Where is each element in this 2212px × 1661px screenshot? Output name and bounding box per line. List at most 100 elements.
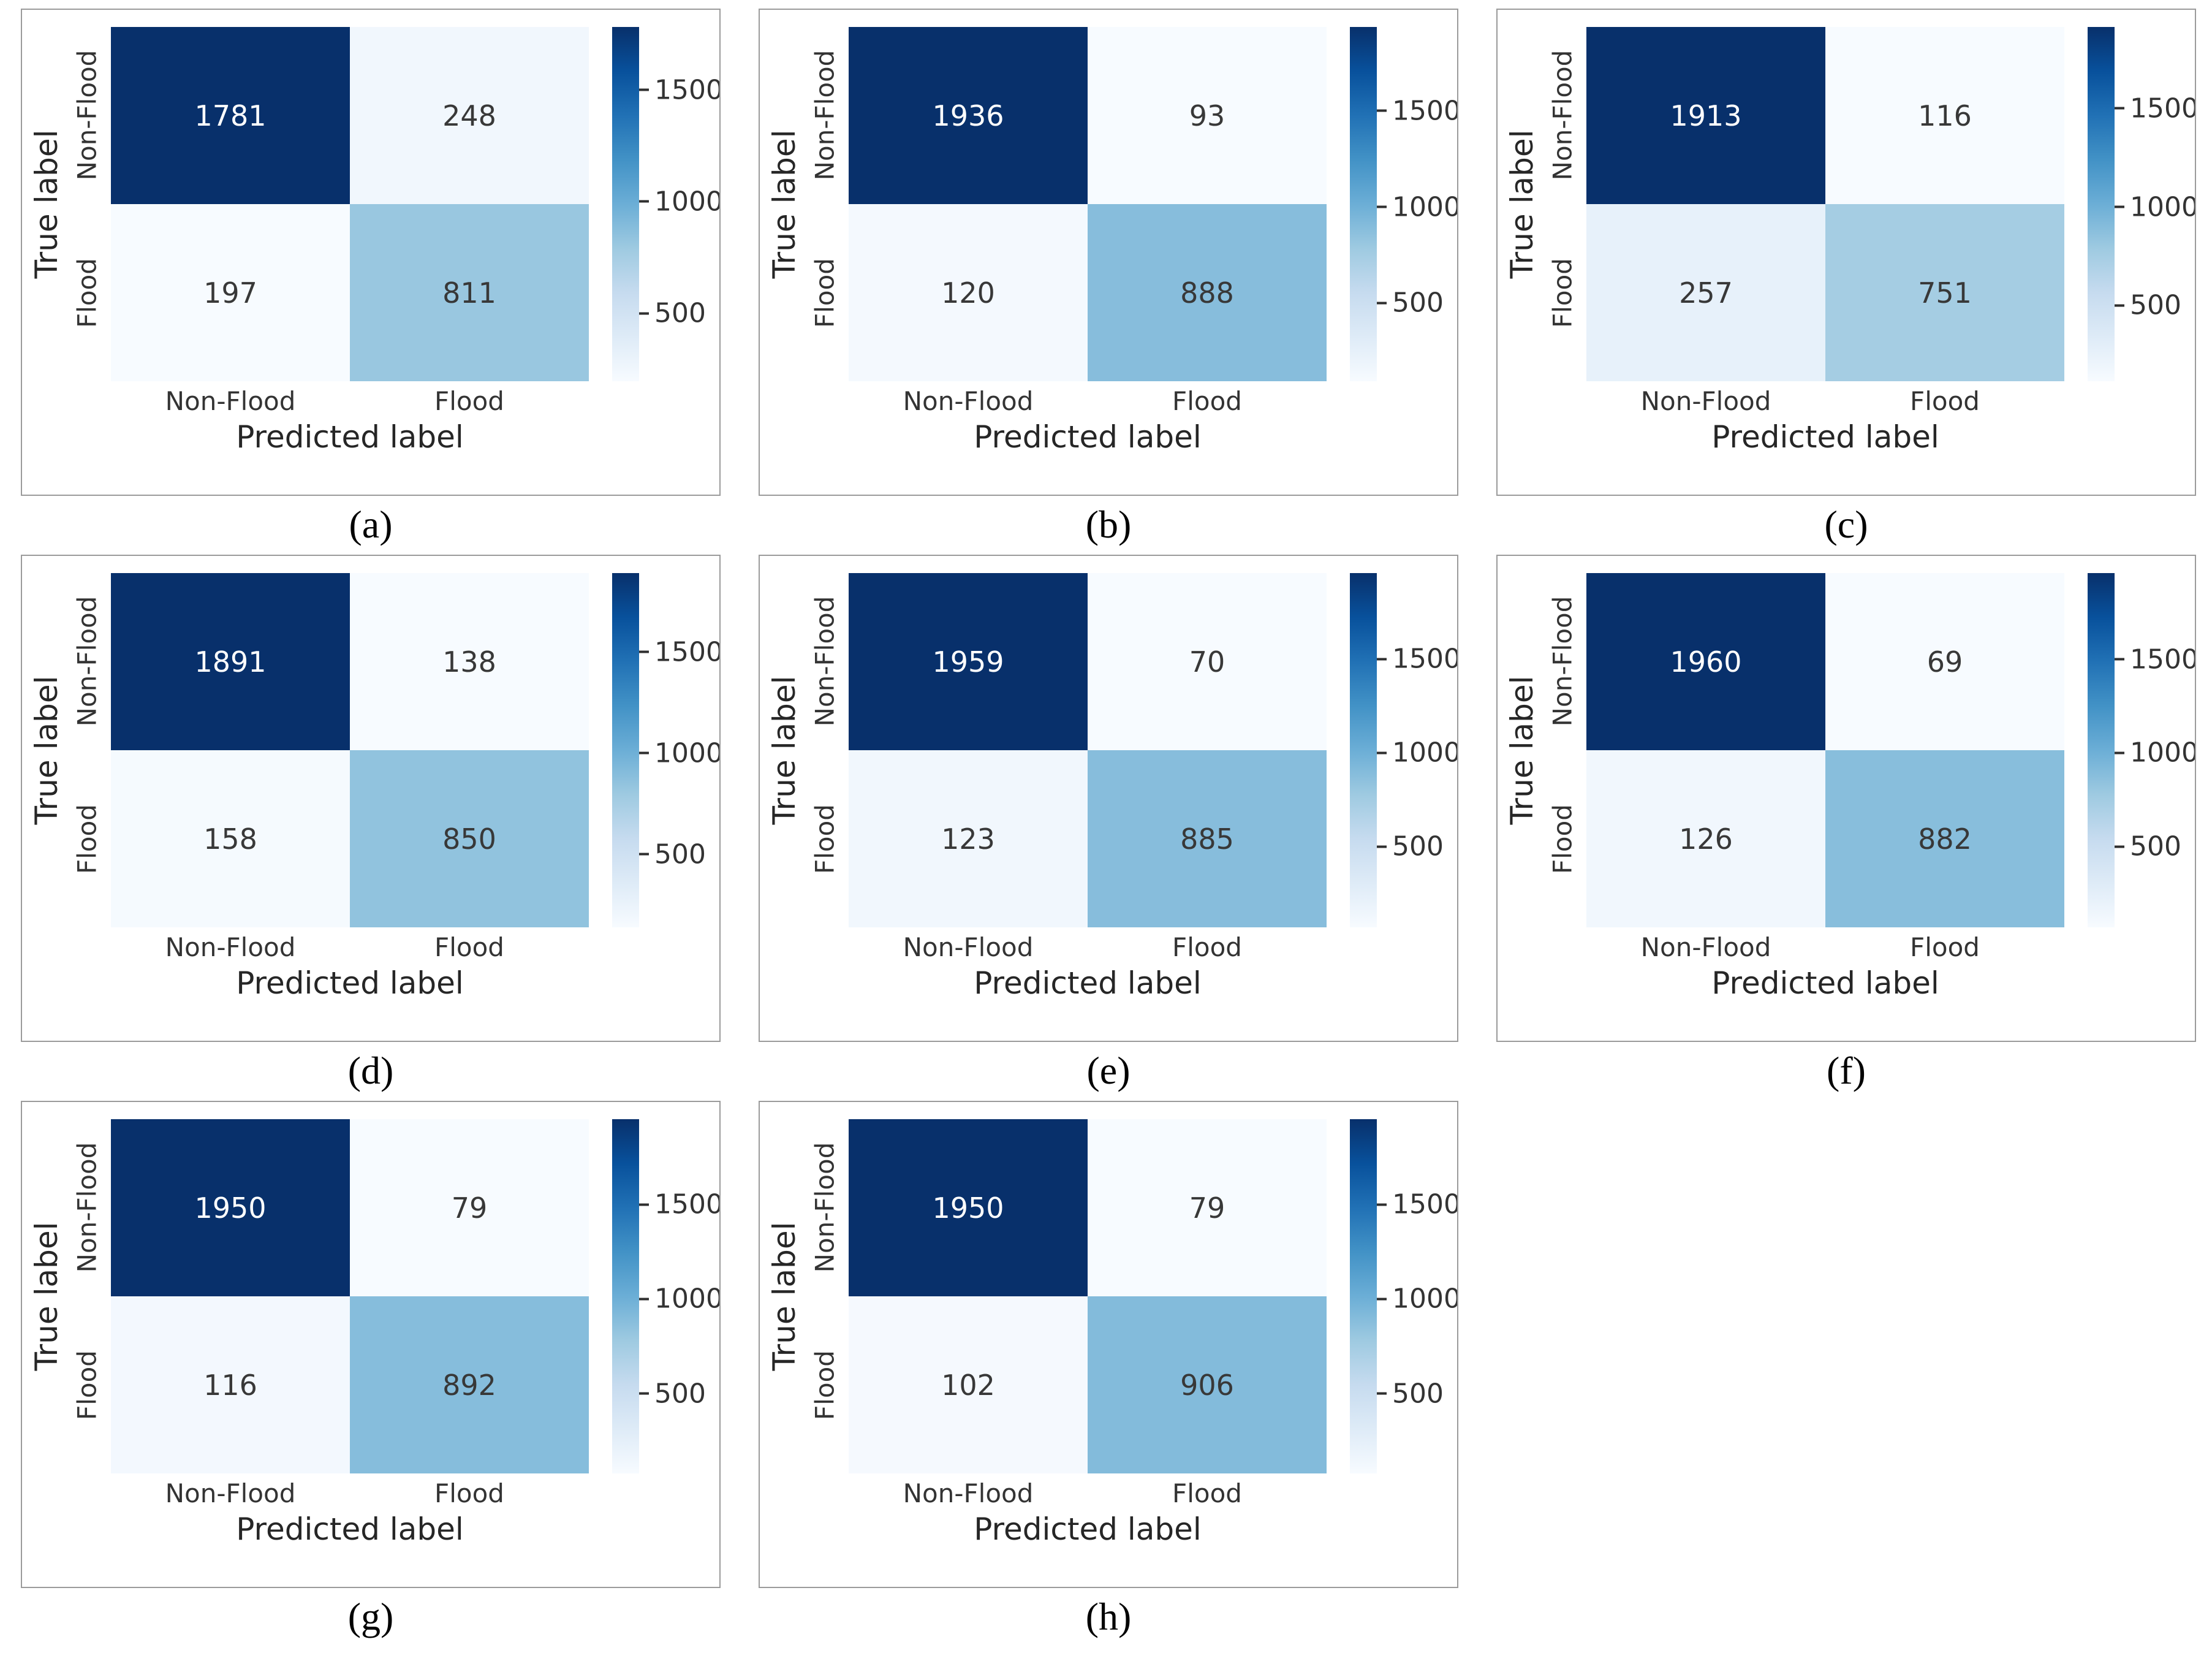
colorbar-tick: 1000 bbox=[639, 737, 719, 769]
y-axis-title: True label bbox=[767, 675, 802, 825]
x-tick-label-flood: Flood bbox=[1172, 1478, 1242, 1508]
matrix-cell-false-positive: 93 bbox=[1088, 27, 1327, 204]
x-tick-label-nonflood: Non-Flood bbox=[165, 932, 296, 962]
colorbar-tick-label: 1500 bbox=[2130, 93, 2196, 124]
x-tick-label-flood: Flood bbox=[1172, 386, 1242, 416]
colorbar-tick-label: 1000 bbox=[654, 186, 721, 218]
colorbar-tick-mark bbox=[639, 88, 649, 91]
colorbar-tick: 500 bbox=[1377, 1378, 1444, 1409]
y-tick-label-nonflood: Non-Flood bbox=[809, 596, 840, 727]
y-axis-title: True label bbox=[29, 1222, 64, 1371]
colorbar bbox=[612, 1119, 639, 1473]
plot-area: True label Non-Flood Flood 1913 116 257 … bbox=[1496, 9, 2196, 496]
colorbar-tick: 500 bbox=[2115, 831, 2181, 862]
colorbar-tick-mark bbox=[2115, 304, 2124, 307]
x-tick-label-flood: Flood bbox=[434, 1478, 504, 1508]
matrix-cell-true-negative: 1950 bbox=[111, 1119, 350, 1296]
colorbar-tick: 1000 bbox=[1377, 191, 1458, 223]
matrix-cell-false-positive: 69 bbox=[1825, 573, 2064, 750]
matrix-cell-false-positive: 70 bbox=[1088, 573, 1327, 750]
colorbar-tick: 1500 bbox=[639, 1188, 721, 1220]
cell-value: 1959 bbox=[932, 645, 1004, 678]
colorbar-tick-mark bbox=[1377, 1392, 1387, 1395]
matrix-cell-false-positive: 79 bbox=[350, 1119, 589, 1296]
colorbar-tick-mark bbox=[639, 312, 649, 315]
cell-value: 1936 bbox=[932, 99, 1004, 132]
cell-value: 79 bbox=[451, 1191, 488, 1225]
colorbar-tick: 500 bbox=[1377, 287, 1444, 319]
x-tick-label-nonflood: Non-Flood bbox=[903, 932, 1034, 962]
colorbar-tick-label: 1000 bbox=[1392, 191, 1458, 223]
colorbar-tick-mark bbox=[1377, 109, 1387, 112]
colorbar-tick: 1500 bbox=[1377, 1189, 1457, 1220]
cell-value: 79 bbox=[1189, 1191, 1225, 1225]
y-axis-title: True label bbox=[1504, 675, 1540, 825]
colorbar-tick: 500 bbox=[639, 838, 706, 870]
colorbar-tick: 500 bbox=[2115, 290, 2181, 321]
cell-value: 116 bbox=[1918, 99, 1972, 132]
x-tick-label-flood: Flood bbox=[1172, 932, 1242, 962]
matrix-cell-true-positive: 751 bbox=[1825, 204, 2064, 381]
matrix-cell-true-positive: 888 bbox=[1088, 204, 1327, 381]
colorbar-tick-mark bbox=[1377, 302, 1387, 305]
confusion-matrix-panel: True label Non-Flood Flood 1781 248 197 … bbox=[21, 9, 721, 547]
colorbar-tick-mark bbox=[2115, 658, 2124, 661]
colorbar-tick: 1500 bbox=[2115, 644, 2195, 675]
cell-value: 892 bbox=[442, 1368, 496, 1402]
colorbar-tick-mark bbox=[1377, 845, 1387, 848]
confusion-matrix-panel: True label Non-Flood Flood 1950 79 102 9… bbox=[759, 1101, 1458, 1640]
cell-value: 1950 bbox=[194, 1191, 267, 1225]
y-tick-label-nonflood: Non-Flood bbox=[72, 50, 102, 181]
cell-value: 70 bbox=[1189, 645, 1225, 678]
panel-caption: (c) bbox=[1824, 503, 1868, 546]
matrix-cell-false-positive: 138 bbox=[350, 573, 589, 750]
matrix-cell-true-negative: 1891 bbox=[111, 573, 350, 750]
y-tick-label-nonflood: Non-Flood bbox=[809, 50, 840, 181]
colorbar bbox=[1350, 27, 1377, 381]
panel-caption: (f) bbox=[1827, 1049, 1866, 1092]
y-tick-label-nonflood: Non-Flood bbox=[1547, 50, 1578, 181]
colorbar-tick-mark bbox=[2115, 751, 2124, 754]
colorbar-tick-label: 500 bbox=[2130, 289, 2181, 321]
cell-value: 123 bbox=[941, 822, 995, 856]
cell-value: 102 bbox=[941, 1368, 995, 1402]
x-tick-label-nonflood: Non-Flood bbox=[903, 386, 1034, 416]
heatmap: 1960 69 126 882 bbox=[1586, 573, 2064, 927]
colorbar-tick: 1500 bbox=[639, 636, 721, 668]
matrix-cell-true-negative: 1936 bbox=[849, 27, 1088, 204]
colorbar-tick-mark bbox=[639, 200, 649, 203]
x-tick-label-nonflood: Non-Flood bbox=[1640, 386, 1771, 416]
plot-area: True label Non-Flood Flood 1960 69 126 8… bbox=[1496, 555, 2196, 1042]
y-tick-label-flood: Flood bbox=[72, 804, 102, 874]
plot-area: True label Non-Flood Flood 1891 138 158 … bbox=[21, 555, 721, 1042]
y-tick-label-flood: Flood bbox=[809, 1350, 840, 1420]
x-axis-title: Predicted label bbox=[974, 419, 1202, 455]
colorbar-tick: 1000 bbox=[639, 1283, 719, 1315]
confusion-matrix-panel: True label Non-Flood Flood 1913 116 257 … bbox=[1496, 9, 2196, 547]
cell-value: 248 bbox=[442, 99, 496, 132]
cell-value: 1960 bbox=[1670, 645, 1742, 678]
matrix-cell-false-negative: 120 bbox=[849, 204, 1088, 381]
matrix-cell-true-negative: 1960 bbox=[1586, 573, 1825, 750]
panel-caption: (a) bbox=[349, 503, 393, 546]
colorbar-tick: 1000 bbox=[639, 186, 721, 218]
y-tick-label-flood: Flood bbox=[1547, 258, 1578, 328]
matrix-cell-false-negative: 102 bbox=[849, 1296, 1088, 1473]
plot-area: True label Non-Flood Flood 1950 79 116 8… bbox=[21, 1101, 721, 1588]
colorbar-tick-label: 1500 bbox=[654, 1188, 721, 1220]
colorbar-tick-label: 1500 bbox=[654, 636, 721, 668]
colorbar-tick-label: 500 bbox=[1392, 1378, 1444, 1410]
heatmap: 1913 116 257 751 bbox=[1586, 27, 2064, 381]
y-tick-label-flood: Flood bbox=[72, 258, 102, 328]
panel-caption: (g) bbox=[347, 1595, 394, 1638]
colorbar bbox=[1350, 1119, 1377, 1473]
colorbar-tick: 1000 bbox=[2115, 737, 2195, 769]
colorbar bbox=[612, 27, 639, 381]
heatmap: 1891 138 158 850 bbox=[111, 573, 589, 927]
colorbar-tick-mark bbox=[639, 1203, 649, 1206]
colorbar-tick-label: 500 bbox=[654, 297, 706, 329]
colorbar-tick-label: 500 bbox=[1392, 830, 1444, 862]
colorbar-tick-mark bbox=[1377, 205, 1387, 208]
cell-value: 257 bbox=[1679, 276, 1733, 310]
